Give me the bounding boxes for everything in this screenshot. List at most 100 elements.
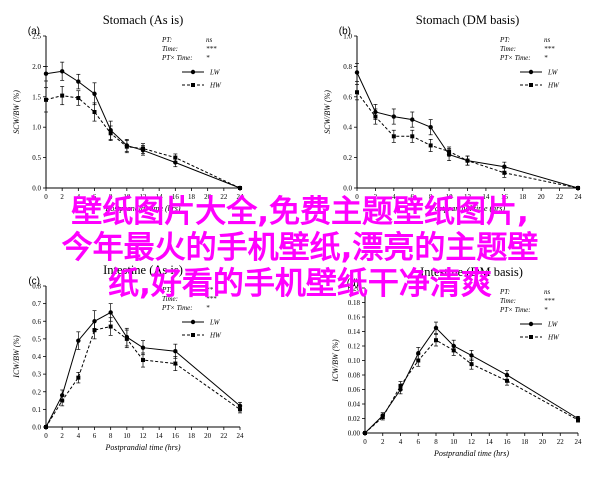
stat-value: ***	[206, 45, 217, 53]
x-tick-label: 2	[60, 193, 64, 201]
stat-label: PT:	[499, 288, 510, 296]
stat-label: Time:	[500, 297, 516, 305]
y-tick-label: 0.12	[348, 343, 361, 351]
y-tick-label: 0.2	[343, 154, 352, 162]
data-point	[447, 149, 452, 154]
y-tick-label: 2.0	[32, 63, 41, 71]
y-tick-label: 0.8	[32, 283, 41, 291]
y-tick-label: 0.16	[348, 314, 361, 322]
x-tick-label: 20	[538, 193, 546, 201]
stat-value: ***	[206, 295, 217, 303]
x-tick-label: 4	[77, 193, 81, 201]
stat-label: PT× Time:	[161, 54, 193, 62]
y-tick-label: 0.6	[32, 318, 41, 326]
y-tick-label: 0.06	[348, 386, 361, 394]
x-tick-label: 10	[446, 193, 454, 201]
y-tick-label: 0.08	[348, 372, 361, 380]
x-tick-label: 14	[156, 432, 164, 440]
x-tick-label: 14	[482, 193, 490, 201]
stat-label: PT× Time:	[161, 304, 193, 312]
x-tick-label: 16	[172, 432, 180, 440]
data-point	[173, 361, 178, 366]
x-tick-label: 0	[355, 193, 359, 201]
data-point	[43, 71, 49, 76]
x-axis-label: Postprandial time (hrs)	[429, 204, 505, 213]
x-tick-label: 24	[237, 432, 245, 440]
x-tick-label: 16	[172, 193, 180, 201]
y-tick-label: 0.0	[32, 185, 41, 193]
data-point	[108, 310, 113, 315]
series-line	[45, 95, 241, 189]
panel-title: Intestine (As is)	[103, 263, 183, 277]
stat-value: ***	[544, 45, 555, 53]
legend-marker	[528, 69, 534, 75]
data-point	[391, 114, 397, 119]
y-tick-label: 0.6	[343, 93, 352, 101]
series-line	[45, 311, 241, 428]
panel-letter: (c)	[28, 276, 40, 287]
data-point	[141, 146, 145, 151]
legend-label: HW	[547, 334, 560, 342]
legend-marker	[529, 83, 533, 87]
x-tick-label: 6	[411, 193, 415, 201]
series-line	[356, 91, 579, 189]
data-point	[363, 431, 367, 435]
x-tick-label: 0	[363, 438, 367, 446]
x-tick-label: 4	[392, 193, 396, 201]
panel-title: Stomach (As is)	[103, 13, 184, 27]
x-tick-label: 22	[220, 193, 228, 201]
x-tick-label: 4	[399, 438, 403, 446]
stat-value: *	[206, 304, 210, 312]
x-tick-label: 10	[450, 438, 458, 446]
x-tick-label: 0	[44, 432, 48, 440]
data-point	[141, 358, 145, 363]
data-point	[469, 362, 474, 367]
x-tick-label: 18	[188, 193, 196, 201]
data-point	[410, 134, 415, 139]
data-point	[502, 170, 507, 175]
x-tick-label: 6	[93, 193, 97, 201]
x-tick-label: 16	[501, 193, 509, 201]
data-point	[238, 186, 242, 190]
data-point	[108, 131, 113, 136]
stat-label: PT:	[499, 36, 510, 44]
x-tick-label: 20	[539, 438, 547, 446]
data-point	[92, 328, 97, 333]
data-point	[60, 93, 65, 98]
x-axis-label: Postprandial time (hrs)	[433, 449, 509, 458]
x-tick-label: 14	[156, 193, 164, 201]
y-tick-label: 0.5	[32, 335, 41, 343]
y-axis-label: ICW/BW (%)	[331, 339, 340, 383]
data-point	[140, 345, 146, 350]
y-axis-label: SCW/BW (%)	[323, 90, 332, 134]
data-point	[108, 324, 113, 329]
watermark-line-3: 纸,好看的手机壁纸干净清爽	[108, 266, 492, 302]
chart-panel-4: (d)Intestine (DM basis)0 2 4 6 8 10 12 14 16 18 20…	[331, 265, 582, 458]
y-tick-label: 0.14	[348, 328, 361, 336]
y-tick-label: 0.02	[348, 415, 361, 423]
y-tick-label: 1.0	[32, 124, 41, 132]
data-point	[410, 117, 415, 122]
x-tick-label: 24	[575, 438, 583, 446]
y-tick-label: 0.3	[32, 371, 41, 379]
stat-value: *	[544, 54, 548, 62]
legend-marker	[191, 333, 195, 337]
x-tick-label: 8	[429, 193, 433, 201]
data-point	[355, 90, 359, 95]
x-tick-label: 22	[557, 438, 565, 446]
watermark-line-1: 壁纸图片大全,免费主题壁纸图片,	[71, 194, 529, 230]
x-tick-label: 18	[519, 193, 527, 201]
stat-label: PT× Time:	[499, 54, 531, 62]
x-axis-label: Postprandial time (hrs)	[104, 204, 180, 213]
data-point	[373, 114, 378, 119]
y-tick-label: 1.0	[343, 33, 352, 41]
data-point	[59, 69, 65, 74]
y-tick-label: 2.5	[32, 33, 41, 41]
y-tick-label: 0.7	[32, 300, 41, 308]
y-tick-label: 0.0	[343, 185, 352, 193]
legend-label: LW	[547, 69, 559, 77]
series-line	[356, 72, 579, 189]
x-tick-label: 8	[109, 193, 113, 201]
x-tick-label: 12	[468, 438, 476, 446]
data-point	[434, 338, 438, 343]
